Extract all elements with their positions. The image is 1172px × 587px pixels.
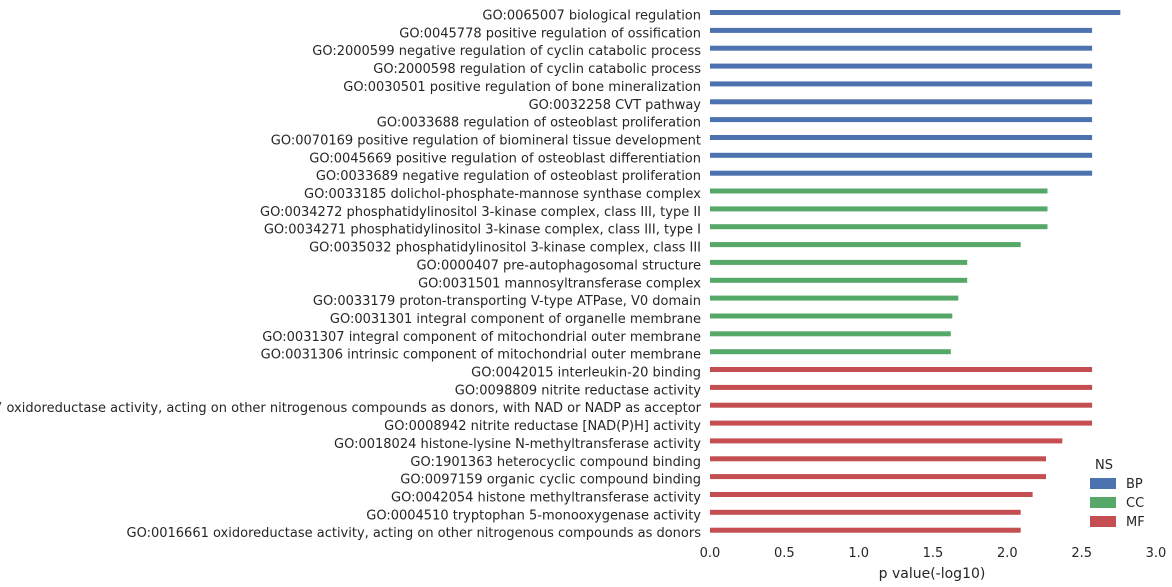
- category-label: GO:0018024 histone-lysine N-methyltransf…: [334, 437, 701, 452]
- category-label: GO:0004510 tryptophan 5-monooxygenase ac…: [366, 508, 701, 523]
- x-tick-label: 2.0: [997, 546, 1018, 561]
- bar-bp: [710, 10, 1121, 15]
- category-label: GO:0097159 organic cyclic compound bindi…: [400, 473, 701, 488]
- bar-cc: [710, 295, 959, 301]
- bar-mf: [710, 509, 1021, 515]
- legend-swatch-bp: [1090, 478, 1116, 489]
- bar-mf: [710, 402, 1093, 408]
- x-axis-title: p value(-log10): [879, 566, 986, 582]
- category-label: GO:0016661 oxidoreductase activity, acti…: [127, 526, 702, 541]
- bar-cc: [710, 277, 968, 283]
- legend-swatch-mf: [1090, 516, 1116, 527]
- x-tick-label: 1.0: [848, 546, 869, 561]
- legend-title: NS: [1095, 458, 1113, 473]
- bar-mf: [710, 367, 1093, 372]
- bar-mf: [710, 384, 1093, 390]
- bar-cc: [710, 313, 953, 319]
- bar-mf: [710, 527, 1021, 533]
- category-label: GO:0035032 phosphatidylinositol 3-kinase…: [309, 241, 701, 256]
- category-label: GO:0034271 phosphatidylinositol 3-kinase…: [264, 223, 701, 238]
- x-axis-ticks-group: 0.0 0.5 1.0 1.5 2.0 2.5 3.0: [700, 546, 1167, 561]
- bar-bp: [710, 170, 1093, 176]
- category-label: GO:0033688 regulation of osteoblast prol…: [377, 116, 701, 131]
- category-label: GO:0033689 negative regulation of osteob…: [316, 169, 701, 184]
- x-tick-label: 2.5: [1071, 546, 1092, 561]
- bar-cc: [710, 349, 951, 355]
- bar-cc: [710, 188, 1048, 194]
- category-label: GO:0065007 biological regulation: [482, 9, 701, 24]
- bar-bp: [710, 152, 1093, 158]
- category-label: GO:0033179 proton-transporting V-type AT…: [313, 294, 701, 309]
- bar-bp: [710, 45, 1093, 51]
- category-label: GO:0032258 CVT pathway: [529, 98, 702, 113]
- category-label: GO:0045778 positive regulation of ossifi…: [399, 26, 701, 41]
- category-label: GO:0045669 positive regulation of osteob…: [309, 151, 701, 166]
- bar-bp: [710, 81, 1093, 87]
- x-tick-label: 0.5: [774, 546, 795, 561]
- legend-label-cc: CC: [1126, 496, 1144, 511]
- category-label: GO:2000598 regulation of cyclin cataboli…: [373, 62, 701, 77]
- bar-mf: [710, 492, 1033, 497]
- category-label: GO:2000599 negative regulation of cyclin…: [312, 44, 701, 59]
- category-label: GO:0030501 positive regulation of bone m…: [343, 80, 701, 95]
- category-label: GO:0031301 integral component of organel…: [330, 312, 701, 327]
- legend-swatch-cc: [1090, 497, 1116, 508]
- category-label: GO:0046857 oxidoreductase activity, acti…: [0, 401, 702, 416]
- bar-cc: [710, 242, 1021, 248]
- x-tick-label: 3.0: [1146, 546, 1167, 561]
- legend: NS BP CC MF: [1090, 458, 1145, 530]
- category-label: GO:0008942 nitrite reductase [NAD(P)H] a…: [384, 419, 701, 434]
- bar-bp: [710, 63, 1093, 69]
- category-label: GO:0042015 interleukin-20 binding: [471, 366, 701, 381]
- category-label: GO:0070169 positive regulation of biomin…: [271, 134, 701, 149]
- x-tick-label: 0.0: [700, 546, 721, 561]
- category-label: GO:1901363 heterocyclic compound binding: [410, 455, 701, 470]
- bar-bp: [710, 99, 1093, 105]
- category-label: GO:0031306 intrinsic component of mitoch…: [261, 348, 701, 363]
- legend-label-bp: BP: [1126, 477, 1143, 492]
- bar-cc: [710, 259, 968, 265]
- category-label: GO:0000407 pre-autophagosomal structure: [416, 258, 701, 273]
- category-label: GO:0098809 nitrite reductase activity: [455, 383, 702, 398]
- bar-mf: [710, 456, 1046, 462]
- category-label: GO:0031307 integral component of mitocho…: [262, 330, 701, 345]
- bar-cc: [710, 331, 951, 337]
- x-tick-label: 1.5: [923, 546, 944, 561]
- bar-cc: [710, 206, 1048, 212]
- bar-mf: [710, 474, 1046, 480]
- bar-bp: [710, 27, 1093, 33]
- category-label: GO:0042054 histone methyltransferase act…: [391, 491, 701, 506]
- category-label: GO:0034272 phosphatidylinositol 3-kinase…: [260, 205, 701, 220]
- bar-mf: [710, 420, 1093, 426]
- bars-group: [710, 10, 1121, 533]
- legend-label-mf: MF: [1126, 515, 1145, 530]
- category-label: GO:0033185 dolichol-phosphate-mannose sy…: [304, 187, 701, 202]
- bar-mf: [710, 438, 1063, 444]
- bar-cc: [710, 224, 1048, 230]
- bar-bp: [710, 117, 1093, 123]
- category-label: GO:0031501 mannosyltransferase complex: [418, 276, 701, 291]
- category-labels-group: GO:0065007 biological regulation GO:00457…: [0, 9, 702, 542]
- bar-bp: [710, 135, 1093, 140]
